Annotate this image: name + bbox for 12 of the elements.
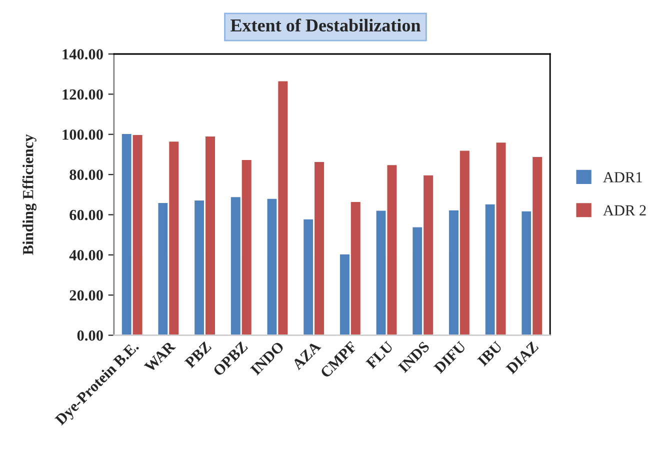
y-tick-label: 120.00	[62, 89, 103, 100]
y-tick-label: 140.00	[62, 49, 103, 60]
chart-title: Extent of Destabilization	[230, 18, 421, 32]
y-tick-label: 100.00	[62, 130, 103, 140]
legend-label: ADR1	[603, 172, 642, 182]
y-tick-label: 80.00	[70, 170, 103, 180]
y-tick-label: 20.00	[70, 290, 103, 301]
legend-label: ADR 2	[603, 205, 646, 216]
y-tick-label: 40.00	[69, 250, 103, 260]
y-tick-label: 60.00	[70, 210, 103, 220]
y-tick-label: 0.00	[77, 330, 103, 341]
y-axis-title: Binding Efficiency	[22, 134, 36, 255]
